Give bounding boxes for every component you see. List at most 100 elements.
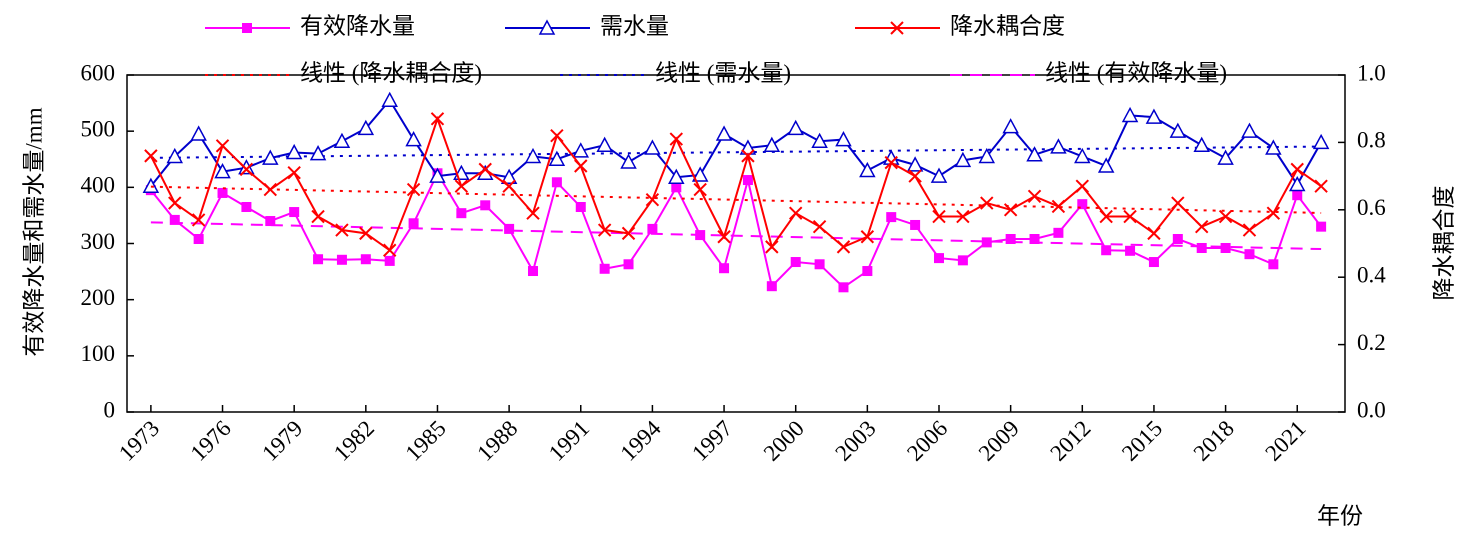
marker [1169,122,1187,138]
marker [811,132,828,149]
legend-label: 降水耦合度 [950,13,1065,38]
marker [1242,223,1257,237]
marker [954,151,972,168]
marker [241,201,252,212]
marker [1003,203,1018,217]
y-tick-label: 300 [81,229,116,254]
marker [1053,227,1064,238]
x-tick-label: 2018 [1189,416,1239,466]
legend-trend-label: 线性 (有效降水量) [1045,60,1227,85]
marker [313,254,324,265]
marker [647,223,658,234]
marker [719,263,730,274]
marker [478,162,492,177]
marker [596,136,613,152]
x-tick-label: 2009 [974,416,1024,466]
marker [1172,234,1183,245]
marker [215,139,230,153]
y2-tick-label: 0.6 [1357,195,1386,220]
marker [239,162,254,177]
marker [289,207,300,218]
marker [1148,257,1159,268]
marker [691,166,709,182]
marker [1051,199,1066,214]
marker [812,219,827,234]
marker [1005,234,1016,245]
marker [335,223,349,237]
marker [1029,234,1040,245]
marker [930,167,948,183]
marker [1217,149,1234,165]
marker [285,143,303,160]
marker [1265,139,1282,155]
marker [526,206,540,220]
marker [862,266,873,277]
marker [884,155,898,170]
marker [599,263,610,274]
marker [1145,108,1163,124]
marker [287,166,301,180]
marker [242,23,252,33]
marker [669,132,684,146]
marker [574,159,588,173]
marker [309,145,327,161]
marker [429,167,446,183]
marker [1125,245,1136,256]
series-line [150,98,1322,187]
marker [790,257,801,268]
marker [265,216,276,227]
marker [144,149,158,163]
marker [814,259,825,270]
marker [1268,259,1279,270]
marker [1241,122,1258,138]
marker [742,175,753,186]
marker [1218,209,1233,224]
marker [263,182,278,197]
marker [169,214,180,225]
y2-tick-label: 0.0 [1357,397,1386,422]
legend-trend-label: 线性 (降水耦合度) [300,60,482,85]
marker [480,200,491,211]
marker [836,240,851,254]
trend-line [150,145,1322,159]
x-tick-label: 2000 [759,416,809,466]
x-tick-label: 1976 [186,416,236,466]
marker [1244,249,1255,260]
marker [214,163,231,179]
x-tick-label: 2012 [1045,416,1095,466]
x-tick-label: 1985 [401,416,451,466]
x-tick-label: 1997 [687,416,737,466]
marker [359,226,373,241]
marker [788,206,803,220]
marker [381,91,398,108]
marker [671,182,682,193]
marker [360,254,371,265]
marker [262,149,279,165]
marker [1123,209,1137,224]
marker [693,182,707,197]
marker [597,223,612,237]
marker [336,254,347,265]
series-line [149,115,1322,252]
marker [1316,221,1327,232]
marker [741,149,755,163]
x-tick-label: 1982 [329,416,379,466]
marker [621,226,636,241]
marker [910,219,921,230]
marker [1099,209,1113,224]
marker [1292,190,1303,201]
marker [575,201,586,212]
marker [1074,147,1091,164]
marker [956,209,970,224]
marker [1147,226,1161,241]
x-tick-label: 1991 [544,416,594,466]
marker [550,128,564,143]
marker [1075,179,1089,193]
marker [430,112,445,126]
marker [168,196,182,210]
marker [1193,136,1210,152]
marker [934,253,944,264]
marker [1002,118,1019,134]
marker [766,281,777,292]
marker [311,209,325,224]
